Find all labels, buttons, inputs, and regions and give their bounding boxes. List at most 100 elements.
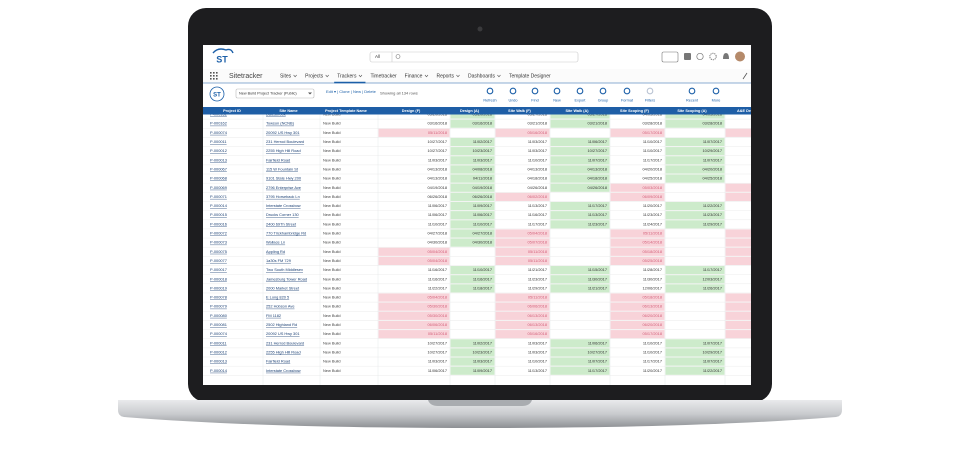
date-cell[interactable]: 11/07/2017 [588, 359, 607, 364]
date-cell[interactable]: 04/13/2018 [528, 166, 547, 171]
project-id[interactable]: P-000067 [210, 166, 227, 171]
site-name[interactable]: Jamesburg Tower Road [266, 276, 307, 281]
column-header[interactable]: Project Template Name [325, 109, 367, 113]
project-id[interactable]: P-000014 [210, 368, 228, 373]
date-cell[interactable]: 05/11/2018 [528, 258, 547, 263]
site-name[interactable]: 115 W Fountain St [266, 166, 299, 171]
site-name[interactable]: Interstate Crossbow [266, 368, 301, 373]
date-cell[interactable]: 05/30/2018 [428, 304, 447, 309]
date-cell[interactable]: 11/16/2017 [528, 212, 547, 217]
project-id[interactable]: P-000014 [210, 203, 228, 208]
date-cell[interactable]: 11/30/2017 [588, 276, 607, 281]
project-id[interactable]: P-000015 [210, 212, 227, 217]
date-cell[interactable]: 04/20/2018 [643, 166, 662, 171]
date-cell[interactable]: 11/06/2017 [588, 139, 607, 144]
project-id[interactable]: P-000074 [210, 331, 228, 336]
nav-item[interactable]: Timetracker [370, 73, 397, 79]
project-id[interactable]: P-000019 [210, 285, 227, 290]
date-cell[interactable]: 06/20/2018 [643, 313, 662, 318]
site-name[interactable]: 2255 High Hill Road [266, 148, 301, 153]
toolbar-button[interactable]: Undo [508, 99, 517, 103]
project-id[interactable]: P-000081 [210, 322, 227, 327]
date-cell[interactable]: 11/10/2017 [428, 221, 447, 226]
column-header[interactable]: A&E De [737, 109, 751, 113]
site-name[interactable]: FM 1182 [266, 313, 281, 318]
nav-item[interactable]: Finance [405, 73, 423, 79]
site-name[interactable]: 20092 US Hwy 301 [266, 130, 300, 135]
date-cell[interactable]: 10/27/2017 [588, 349, 607, 354]
date-cell[interactable]: 05/30/2018 [428, 313, 447, 318]
column-header[interactable]: Site Scoping (A) [677, 109, 707, 113]
project-id[interactable]: P-000013 [210, 157, 227, 162]
date-cell[interactable]: 11/23/2017 [588, 221, 607, 226]
date-cell[interactable]: 06/09/2018 [643, 194, 662, 199]
date-cell[interactable]: 11/17/2017 [643, 359, 662, 364]
date-cell[interactable]: 11/29/2017 [703, 221, 722, 226]
date-cell[interactable]: 04/30/2018 [428, 240, 447, 245]
site-name[interactable]: Wallace Ln [266, 240, 285, 245]
date-cell[interactable]: 11/16/2017 [473, 276, 492, 281]
column-header[interactable]: Site Scoping (F) [620, 109, 650, 113]
project-id[interactable]: P-000016 [210, 221, 227, 226]
date-cell[interactable]: 12/03/2017 [703, 276, 722, 281]
date-cell[interactable]: 11/06/2017 [588, 340, 607, 345]
date-cell[interactable]: 05/14/2018 [643, 240, 662, 245]
date-cell[interactable]: 05/16/2018 [528, 331, 547, 336]
date-cell[interactable]: 05/03/2018 [643, 185, 662, 190]
project-id[interactable]: P-000162 [210, 121, 227, 126]
toolbar-button[interactable]: Find [531, 99, 538, 103]
date-cell[interactable]: 11/07/2017 [703, 359, 722, 364]
date-cell[interactable]: 04/26/2018 [528, 185, 547, 190]
date-cell[interactable]: 05/11/2018 [428, 130, 447, 135]
site-name[interactable]: E Long 820 5 [266, 295, 289, 300]
date-cell[interactable]: 11/29/2017 [528, 285, 547, 290]
date-cell[interactable]: 11/10/2017 [643, 139, 662, 144]
date-cell[interactable]: 11/10/2017 [473, 221, 492, 226]
date-cell[interactable]: 06/13/2018 [528, 322, 547, 327]
date-cell[interactable]: 11/03/2017 [428, 157, 447, 162]
date-cell[interactable]: 11/24/2017 [643, 221, 662, 226]
date-cell[interactable]: 03/16/2018 [473, 121, 492, 126]
date-cell[interactable]: 11/02/2017 [473, 340, 492, 345]
column-header[interactable]: Project ID [223, 109, 241, 113]
date-cell[interactable]: 11/21/2017 [528, 267, 547, 272]
date-cell[interactable]: 11/22/2017 [428, 285, 447, 290]
date-cell[interactable]: 11/10/2017 [643, 340, 662, 345]
toolbar-button[interactable]: Export [575, 99, 587, 103]
site-name[interactable]: 2255 High Hill Road [266, 349, 301, 354]
nav-item[interactable]: Projects [305, 73, 324, 79]
date-cell[interactable]: 10/27/2017 [428, 139, 447, 144]
nav-item[interactable]: Template Designer [509, 73, 551, 79]
date-cell[interactable]: 11/10/2017 [473, 267, 492, 272]
project-id[interactable]: P-000018 [210, 276, 227, 281]
site-name[interactable]: 770 Trickhambridge Rd [266, 231, 306, 236]
site-name[interactable]: 2796 Enterprise Ave [266, 185, 301, 190]
date-cell[interactable]: 05/18/2018 [643, 249, 662, 254]
site-name[interactable]: 3795 Horseback Ln [266, 194, 300, 199]
search-box[interactable] [369, 51, 579, 63]
toolbar-button[interactable]: More [712, 99, 721, 103]
date-cell[interactable]: 04/27/2018 [428, 231, 447, 236]
date-cell[interactable]: 10/29/2017 [703, 148, 722, 153]
site-name[interactable]: 2502 Highland Rd [266, 322, 297, 327]
date-cell[interactable]: 11/17/2017 [588, 368, 607, 373]
site-name[interactable]: Drucks Corner 130 [266, 212, 299, 217]
nav-item[interactable]: Reports [436, 73, 454, 79]
site-name[interactable]: Interstate Crossbow [266, 203, 301, 208]
date-cell[interactable]: 11/06/2017 [473, 212, 492, 217]
project-id[interactable]: P-000069 [210, 185, 227, 190]
date-cell[interactable]: 06/13/2018 [528, 313, 547, 318]
view-actions[interactable]: Edit ▾ | Clone | New | Delete [326, 89, 377, 94]
date-cell[interactable]: 10/27/2017 [428, 148, 447, 153]
date-cell[interactable]: 11/22/2017 [703, 203, 722, 208]
date-cell[interactable]: 03/21/2018 [528, 121, 547, 126]
date-cell[interactable]: 11/03/2017 [528, 148, 547, 153]
date-cell[interactable]: 03/16/2018 [428, 121, 447, 126]
date-cell[interactable]: 04/19/2018 [428, 185, 447, 190]
date-cell[interactable]: 11/10/2017 [528, 157, 547, 162]
date-cell[interactable]: 11/23/2017 [528, 276, 547, 281]
date-cell[interactable]: 11/06/2017 [428, 368, 447, 373]
site-name[interactable]: Towson (NCNB) [266, 121, 295, 126]
date-cell[interactable]: 03/21/2018 [588, 121, 607, 126]
project-id[interactable]: P-000012 [210, 349, 227, 354]
